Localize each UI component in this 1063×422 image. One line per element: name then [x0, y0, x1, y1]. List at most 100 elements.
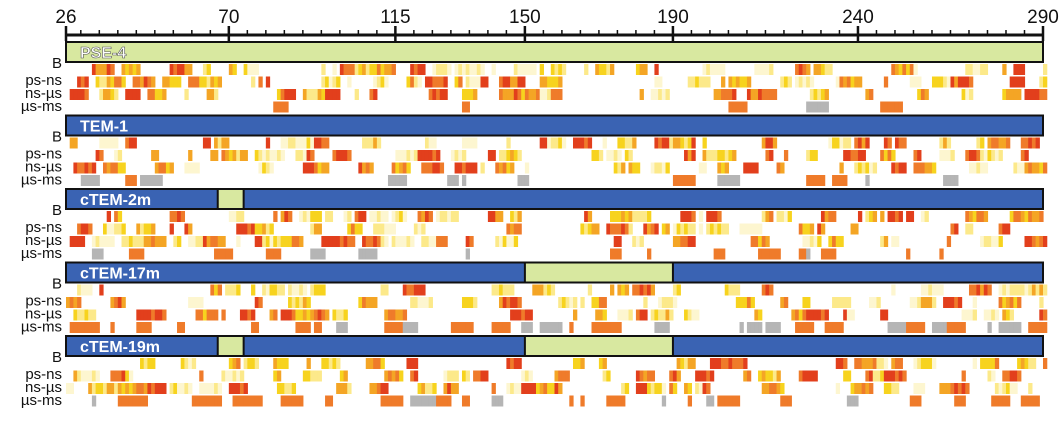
- heat-cell: [180, 383, 186, 394]
- heat-cell: [217, 395, 223, 407]
- heat-cell: [698, 223, 704, 235]
- heat-cell: [643, 383, 648, 394]
- heat-cell: [957, 76, 963, 88]
- heat-cell: [850, 223, 855, 235]
- heat-cell: [413, 322, 419, 333]
- heat-cell: [77, 162, 82, 174]
- heat-cell: [754, 322, 759, 333]
- heat-cell: [898, 137, 903, 149]
- heat-cell: [169, 162, 174, 174]
- heat-cell: [484, 370, 489, 382]
- heat-cell: [239, 370, 245, 382]
- heat-cell: [750, 236, 755, 247]
- heat-cell: [232, 383, 237, 394]
- heat-cell: [854, 358, 859, 369]
- heat-cell: [158, 175, 163, 186]
- heat-cell: [832, 236, 837, 247]
- heat-cell: [980, 150, 985, 161]
- heat-cell: [80, 370, 86, 382]
- heat-cell: [402, 284, 408, 296]
- heat-cell: [206, 236, 211, 247]
- heat-cell: [350, 236, 356, 247]
- heat-cell: [262, 223, 267, 235]
- heat-cell: [1002, 309, 1007, 321]
- heat-cell: [717, 175, 722, 186]
- heat-cell: [384, 76, 389, 88]
- heat-cell: [883, 370, 889, 382]
- heat-cell: [421, 64, 426, 75]
- heat-cell: [1039, 89, 1044, 100]
- heat-cell: [569, 297, 574, 308]
- heat-cell: [717, 395, 722, 407]
- heat-cell: [91, 175, 97, 186]
- heat-cell: [894, 358, 900, 369]
- heat-cell: [387, 223, 393, 235]
- heat-cell: [706, 64, 711, 75]
- heat-cell: [946, 236, 952, 247]
- heat-cell: [280, 150, 285, 161]
- heat-cell: [406, 358, 411, 369]
- heat-cell: [891, 64, 896, 75]
- heat-cell: [502, 297, 507, 308]
- heat-cell: [613, 322, 618, 333]
- heat-cell: [465, 297, 470, 308]
- heat-cell: [265, 284, 271, 296]
- heat-cell: [606, 370, 611, 382]
- heat-cell: [491, 211, 496, 222]
- heat-cell: [180, 211, 186, 222]
- heat-cell: [169, 211, 174, 222]
- heat-cell: [632, 211, 637, 222]
- heat-cell: [391, 162, 396, 174]
- heat-cell: [758, 64, 763, 75]
- heat-cell: [339, 383, 345, 394]
- heat-cell: [358, 223, 363, 235]
- heat-cell: [624, 211, 630, 222]
- heat-cell: [428, 89, 433, 100]
- heat-cell: [343, 383, 348, 394]
- heat-cell: [735, 101, 741, 113]
- heat-cell: [506, 137, 511, 149]
- heat-cell: [391, 211, 396, 222]
- heat-cell: [210, 383, 215, 394]
- heat-cell: [236, 370, 241, 382]
- heat-cell: [177, 322, 182, 333]
- heat-cell: [147, 236, 152, 247]
- heat-cell: [902, 137, 907, 149]
- heat-cell: [754, 236, 759, 247]
- heat-cell: [843, 76, 848, 88]
- heat-cell: [206, 64, 211, 75]
- heat-cell: [891, 101, 896, 113]
- heat-cell: [684, 137, 689, 149]
- heat-cell: [865, 358, 870, 369]
- heat-cell: [647, 223, 652, 235]
- heat-cell: [106, 64, 111, 75]
- heat-cell: [624, 150, 630, 161]
- heat-cell: [924, 297, 929, 308]
- heat-cell: [110, 322, 115, 333]
- heat-cell: [843, 137, 848, 149]
- heat-cell: [373, 248, 378, 260]
- heat-cell: [950, 383, 955, 394]
- heat-cell: [928, 297, 933, 308]
- heat-cell: [84, 284, 89, 296]
- heat-cell: [436, 211, 441, 222]
- heat-cell: [991, 395, 996, 407]
- heat-cell: [647, 383, 652, 394]
- heat-cell: [380, 64, 385, 75]
- heat-cell: [565, 297, 570, 308]
- heat-cell: [110, 137, 115, 149]
- heat-cell: [336, 309, 341, 321]
- heat-cell: [654, 223, 659, 235]
- heat-cell: [410, 322, 415, 333]
- heat-cell: [413, 358, 419, 369]
- heat-cell: [273, 309, 278, 321]
- heat-cell: [591, 297, 596, 308]
- heat-cell: [972, 150, 977, 161]
- heat-cell: [721, 175, 726, 186]
- heat-cell: [554, 89, 559, 100]
- heat-cell: [991, 137, 996, 149]
- heat-cell: [214, 309, 219, 321]
- heat-cell: [806, 223, 811, 235]
- heat-cell: [402, 150, 408, 161]
